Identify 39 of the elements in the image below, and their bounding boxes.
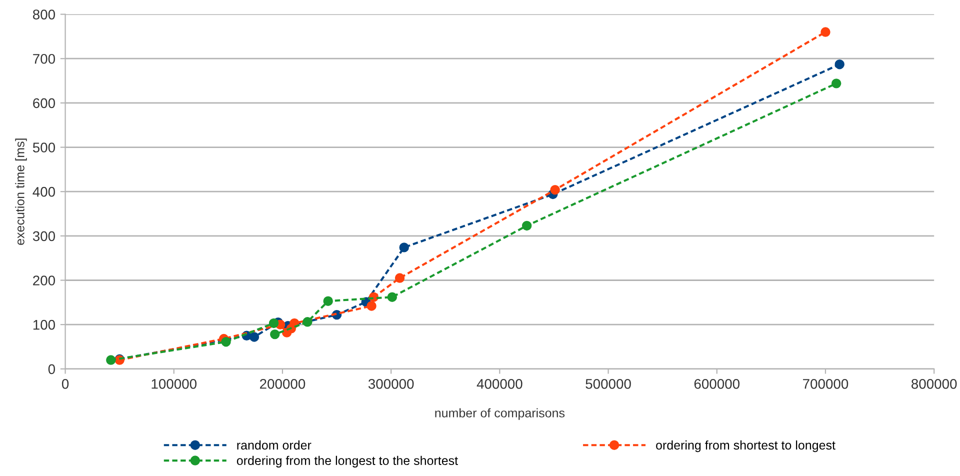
y-axis-title: execution time [ms] — [15, 138, 27, 245]
point — [550, 184, 560, 195]
x-tick-label: 700000 — [803, 378, 848, 389]
point — [831, 78, 842, 88]
point — [387, 292, 398, 302]
point — [106, 355, 116, 365]
point — [820, 27, 830, 37]
x-tick-label: 300000 — [368, 378, 414, 389]
x-tick-label: 0 — [62, 378, 69, 389]
x-tick-label: 100000 — [152, 378, 197, 389]
point — [249, 332, 260, 342]
y-tick-label: 500 — [32, 142, 56, 152]
point — [268, 318, 279, 328]
y-tick-label: 0 — [48, 364, 56, 374]
x-tick-label: 500000 — [586, 378, 631, 389]
y-tick-label: 300 — [32, 231, 56, 242]
y-tick-label: 700 — [33, 54, 56, 64]
y-tick-label: 100 — [33, 320, 56, 330]
point — [323, 296, 333, 306]
x-tick-label: 400000 — [476, 378, 522, 389]
point — [366, 301, 376, 311]
legend-label: ordering from the longest to the shortest — [236, 456, 458, 468]
point — [394, 273, 405, 283]
x-tick-label: 200000 — [260, 378, 306, 389]
x-tick-label: 600000 — [694, 378, 740, 389]
y-tick-label: 200 — [33, 276, 56, 286]
point — [270, 329, 280, 340]
legend-label: ordering from shortest to longest — [656, 440, 836, 452]
y-tick-label: 600 — [33, 98, 56, 108]
point — [399, 242, 409, 252]
point — [522, 220, 532, 231]
x-tick-label: 800000 — [912, 378, 957, 389]
legend-label: random order — [237, 440, 312, 450]
y-tick-label: 400 — [32, 186, 56, 197]
point — [834, 60, 844, 70]
y-tick-label: 800 — [32, 10, 56, 20]
point — [221, 337, 231, 347]
point — [302, 317, 312, 327]
x-axis-title: number of comparisons — [435, 408, 565, 420]
